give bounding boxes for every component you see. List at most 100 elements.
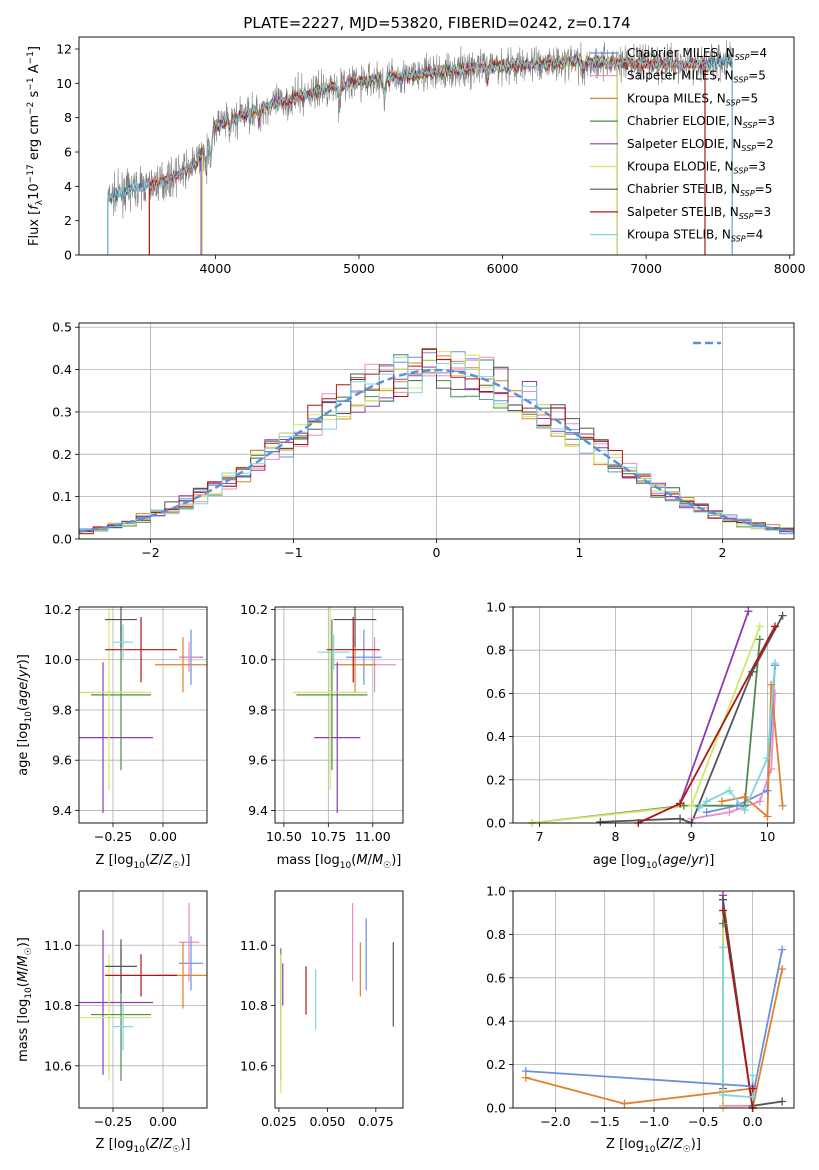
legend-nssp-eq: = — [748, 160, 758, 174]
legend-nssp-prefix: , N — [714, 228, 731, 242]
plot-area — [280, 903, 394, 1093]
axes-frame — [78, 322, 795, 540]
weight-marker — [767, 765, 776, 773]
x-tick-label: −1 — [284, 545, 302, 560]
weight-marker — [744, 607, 753, 616]
x-tick-label: 0.050 — [309, 1114, 345, 1129]
y-tick-label: 0.0 — [486, 816, 506, 831]
y-axis-label: Flux [fλ10−17 erg cm−2 s−1 A−1] — [26, 46, 45, 246]
weight-marker — [719, 943, 728, 952]
axes-frame — [78, 890, 208, 1109]
legend-nssp-value: 5 — [765, 182, 773, 196]
legend-nssp-prefix: , N — [717, 69, 734, 83]
legend-nssp-sub: SSP — [734, 76, 749, 85]
weight-line — [721, 684, 784, 819]
x-tick-label: 9 — [687, 829, 695, 844]
weight-marker — [740, 793, 749, 802]
weight-line — [637, 625, 776, 823]
weight-marker — [740, 806, 749, 815]
y-tick-label: 0.2 — [52, 447, 72, 462]
x-tick-label: 10 — [759, 829, 775, 844]
weight-marker — [717, 797, 726, 806]
y-tick-label: 11.0 — [44, 938, 72, 953]
legend-series-name: Salpeter ELODIE — [627, 137, 725, 151]
y-tick-label: 9.8 — [52, 702, 72, 717]
x-tick-label: 4000 — [199, 261, 231, 276]
y-tick-label: 9.6 — [248, 753, 268, 768]
weight-marker — [596, 817, 605, 826]
y-tick-label: 2 — [64, 213, 72, 228]
weight-marker — [767, 680, 776, 689]
weight-marker — [719, 895, 728, 904]
x-tick-label: 7 — [536, 829, 544, 844]
legend-nssp-eq: = — [749, 46, 759, 60]
figure-title: PLATE=2227, MJD=53820, FIBERID=0242, z=0… — [243, 14, 630, 32]
legend-nssp-value: 4 — [756, 228, 764, 242]
panel-residuals: −2 −1 0 1 2 0.0 0.1 0.2 0.3 0.4 0.5 — [52, 320, 795, 560]
axes-frame — [512, 890, 795, 1109]
legend-nssp-sub: SSP — [726, 98, 741, 107]
legend-nssp-value: 4 — [760, 46, 768, 60]
plot-area — [292, 607, 396, 813]
weight-marker — [778, 965, 787, 974]
legend-nssp-sub: SSP — [731, 235, 746, 244]
weight-marker — [755, 635, 764, 644]
plot-area — [79, 348, 794, 535]
weight-marker — [748, 667, 757, 676]
y-tick-label: 0.1 — [52, 489, 72, 504]
legend-nssp-sub: SSP — [740, 189, 755, 198]
y-tick-label: 0.6 — [486, 970, 506, 985]
weight-marker — [695, 803, 704, 812]
legend-nssp-prefix: , N — [723, 182, 740, 196]
panel-age_vs_mass: 10.50 10.75 11.00 9.4 9.6 9.8 10.0 10.2 mass [lo… — [240, 602, 404, 871]
legend-nssp-prefix: , N — [718, 46, 735, 60]
y-tick-label: 0.5 — [52, 320, 72, 335]
weight-line — [722, 910, 754, 1108]
legend-series-name: Kroupa STELIB — [627, 228, 714, 242]
x-tick-label: 2 — [719, 545, 727, 560]
y-tick-label: 0.4 — [486, 729, 506, 744]
weight-marker — [778, 945, 787, 954]
plot-area — [107, 40, 733, 255]
panel-mass_vs_EBV: 0.025 0.050 0.075 10.6 10.8 11.0 — [240, 890, 404, 1129]
y-tick-label: 8 — [64, 110, 72, 125]
legend-nssp-value: 3 — [758, 160, 766, 174]
y-tick-label: 0.0 — [52, 532, 72, 547]
x-tick-label: 0 — [433, 545, 441, 560]
weight-marker — [702, 808, 711, 817]
weight-marker — [771, 659, 780, 668]
y-tick-label: 9.4 — [248, 803, 268, 818]
x-tick-label: 0.075 — [358, 1114, 394, 1129]
x-tick-label: 1 — [576, 545, 584, 560]
panel-spectrum: 4000 5000 6000 7000 8000 0 2 4 6 8 10 12 Flux [fλ10−… — [26, 36, 806, 276]
weight-marker — [719, 919, 728, 928]
model-spectrum-line — [107, 54, 733, 202]
weight-marker — [748, 1093, 757, 1102]
y-tick-label: 0.0 — [486, 1101, 506, 1116]
x-axis-label: age [log10(age/yr)] — [593, 853, 715, 871]
y-tick-label: 4 — [64, 179, 72, 194]
legend-nssp-value: 2 — [766, 137, 774, 151]
weight-marker — [778, 611, 787, 620]
weight-marker — [763, 812, 772, 821]
legend-nssp-prefix: , N — [725, 137, 742, 151]
legend-label: Salpeter STELIB, NSSP=3 — [627, 205, 771, 221]
weight-marker — [748, 1071, 757, 1080]
legend-series-name: Salpeter MILES — [627, 69, 717, 83]
x-tick-label: −1.5 — [590, 1114, 620, 1129]
panel-mass_vs_Z: −0.25 0.00 10.6 10.8 11.0 Z [log10(Z/Z☉)] mass… — [16, 890, 208, 1155]
legend-label: Chabrier MILES, NSSP=4 — [627, 46, 767, 62]
x-tick-label: 10.75 — [310, 829, 346, 844]
legend-nssp-sub: SSP — [741, 144, 756, 153]
y-tick-label: 11.0 — [240, 938, 268, 953]
weight-marker — [620, 1099, 629, 1108]
histogram-line — [79, 348, 794, 534]
weight-marker — [676, 799, 685, 808]
axes-frame — [78, 36, 795, 256]
y-tick-label: 10.0 — [44, 652, 72, 667]
histogram-line — [79, 348, 794, 531]
legend-label: Kroupa ELODIE, NSSP=3 — [627, 160, 766, 176]
panel-weight_vs_age: 7 8 9 10 0.0 0.2 0.4 0.6 0.8 1.0 age [log10(age/yr… — [486, 600, 795, 871]
